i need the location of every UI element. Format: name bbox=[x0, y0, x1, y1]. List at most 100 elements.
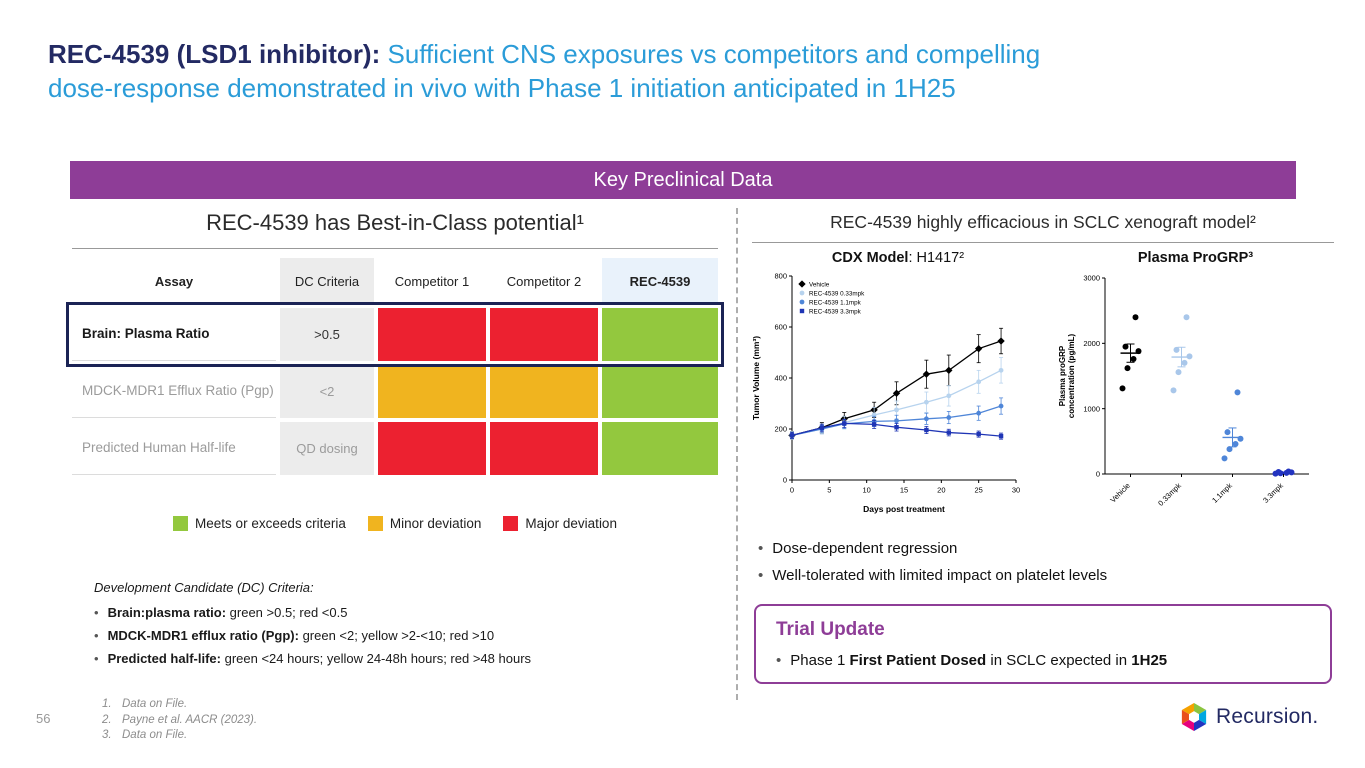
assay-label: Predicted Human Half-life bbox=[72, 422, 276, 475]
table-row: Brain: Plasma Ratio >0.5 bbox=[66, 302, 724, 367]
status-cell-red bbox=[490, 422, 598, 475]
footnote: 1. Data on File. bbox=[102, 698, 188, 710]
slide-title: REC-4539 (LSD1 inhibitor): Sufficient CN… bbox=[48, 38, 1343, 106]
left-panel-heading: REC-4539 has Best-in-Class potential¹ bbox=[72, 210, 718, 249]
dc-criteria: Development Candidate (DC) Criteria: • Br… bbox=[94, 580, 531, 674]
status-cell-green bbox=[602, 308, 718, 361]
assay-label: Brain: Plasma Ratio bbox=[72, 308, 276, 361]
svg-text:800: 800 bbox=[774, 272, 787, 281]
assay-table: Assay DC Criteria Competitor 1 Competito… bbox=[66, 258, 724, 475]
legend-label: Major deviation bbox=[525, 516, 617, 531]
svg-text:REC-4539 3.3mpk: REC-4539 3.3mpk bbox=[809, 308, 862, 315]
svg-text:600: 600 bbox=[774, 323, 787, 332]
svg-text:15: 15 bbox=[900, 486, 908, 495]
trial-update-bullet: • Phase 1 First Patient Dosed in SCLC exp… bbox=[776, 652, 1310, 669]
cdx-chart-title: CDX Model: H1417² bbox=[831, 250, 965, 266]
svg-text:Tumor Volume (mm³): Tumor Volume (mm³) bbox=[751, 336, 761, 420]
dc-criteria-value: QD dosing bbox=[280, 422, 374, 475]
legend-swatch-yellow bbox=[367, 516, 383, 531]
trial-update-text: Phase 1 First Patient Dosed in SCLC expe… bbox=[790, 652, 1168, 669]
svg-text:0: 0 bbox=[1096, 470, 1100, 479]
efficacy-bullets: • Dose-dependent regression • Well-tolerate… bbox=[758, 540, 1107, 594]
table-header-row: Assay DC Criteria Competitor 1 Competito… bbox=[72, 258, 718, 304]
bullet-dot: • bbox=[776, 652, 782, 669]
trial-update-box: Trial Update • Phase 1 First Patient Dose… bbox=[754, 604, 1332, 684]
dc-criteria-heading: Development Candidate (DC) Criteria: bbox=[94, 580, 314, 595]
svg-text:0: 0 bbox=[790, 486, 794, 495]
footnote: 2. Payne et al. AACR (2023). bbox=[102, 713, 258, 726]
cdx-line-chart: 0 200 400 600 800 0 5 10 15 20 25 30 Days post treat… bbox=[751, 272, 1020, 514]
efficacy-bullet: • Well-tolerated with limited impact on p… bbox=[758, 567, 1108, 584]
footnotes: 1. Data on File. 2. Payne et al. AACR (2023… bbox=[102, 697, 257, 744]
status-cell-red bbox=[378, 308, 486, 361]
dc-criteria-list: • Brain:plasma ratio: green >0.5; red <0.… bbox=[94, 605, 531, 666]
header-rec-4539: REC-4539 bbox=[602, 258, 718, 304]
legend-label: Minor deviation bbox=[389, 516, 482, 531]
status-cell-red bbox=[378, 422, 486, 475]
page-number: 56 bbox=[36, 711, 51, 726]
assay-label: MDCK-MDR1 Efflux Ratio (Pgp) bbox=[72, 365, 276, 418]
svg-text:Vehicle: Vehicle bbox=[1108, 481, 1131, 504]
status-cell-yellow bbox=[490, 365, 598, 418]
svg-text:400: 400 bbox=[774, 374, 787, 383]
cdx-chart-block: CDX Model: H1417² 0 200 400 600 800 0 5 10 15 20 2… bbox=[748, 250, 1048, 523]
trial-update-heading: Trial Update bbox=[776, 619, 885, 640]
recursion-wordmark: Recursion. bbox=[1216, 705, 1319, 728]
svg-text:3.3mpk: 3.3mpk bbox=[1261, 481, 1285, 505]
legend-item: Meets or exceeds criteria bbox=[173, 516, 346, 531]
recursion-logo: Recursion. bbox=[1180, 703, 1318, 731]
progrp-chart-block: Plasma ProGRP³ 0 1000 2000 3000 Vehicle 0.33m… bbox=[1053, 250, 1338, 523]
legend-label: Meets or exceeds criteria bbox=[195, 516, 346, 531]
dc-criteria-item: • Predicted half-life: green <24 hours; y… bbox=[94, 651, 532, 666]
dc-criteria-item: • MDCK-MDR1 efflux ratio (Pgp): green <2;… bbox=[94, 628, 495, 643]
assay-table-body: Brain: Plasma Ratio >0.5 MDCK-MDR1 Efflux … bbox=[66, 302, 724, 475]
status-cell-green bbox=[602, 365, 718, 418]
right-panel-heading: REC-4539 highly efficacious in SCLC xeno… bbox=[752, 212, 1334, 243]
svg-text:0: 0 bbox=[783, 476, 787, 485]
svg-text:30: 30 bbox=[1012, 486, 1020, 495]
title-line1: Sufficient CNS exposures vs competitors … bbox=[387, 39, 1041, 69]
footnote: 3. Data on File. bbox=[102, 729, 188, 742]
legend-swatch-red bbox=[503, 516, 519, 531]
header-competitor-1: Competitor 1 bbox=[394, 273, 470, 289]
efficacy-bullet: • Dose-dependent regression bbox=[758, 540, 958, 557]
svg-text:0.33mpk: 0.33mpk bbox=[1156, 481, 1183, 508]
status-cell-green bbox=[602, 422, 718, 475]
header-dc-criteria: DC Criteria bbox=[280, 258, 374, 304]
vertical-dashed-divider bbox=[736, 208, 738, 700]
legend-item: Minor deviation bbox=[367, 516, 482, 531]
svg-text:REC-4539 1.1mpk: REC-4539 1.1mpk bbox=[809, 299, 862, 306]
table-row: Predicted Human Half-life QD dosing bbox=[72, 422, 718, 475]
svg-text:REC-4539 0.33mpk: REC-4539 0.33mpk bbox=[809, 290, 865, 297]
svg-text:3000: 3000 bbox=[1083, 274, 1100, 283]
recursion-hexagon-icon bbox=[1181, 703, 1207, 731]
title-compound: REC-4539 (LSD1 inhibitor) bbox=[48, 39, 372, 69]
title-separator: : bbox=[371, 39, 388, 69]
svg-text:10: 10 bbox=[862, 486, 870, 495]
dc-criteria-item: • Brain:plasma ratio: green >0.5; red <0.… bbox=[94, 605, 348, 620]
svg-text:Days post treatment: Days post treatment bbox=[863, 504, 945, 514]
svg-text:1.1mpk: 1.1mpk bbox=[1210, 481, 1234, 505]
title-line2: dose-response demonstrated in vivo with … bbox=[48, 72, 956, 103]
dc-criteria-value: >0.5 bbox=[280, 308, 374, 361]
section-banner: Key Preclinical Data bbox=[70, 161, 1296, 199]
progrp-scatter-chart: 0 1000 2000 3000 Vehicle 0.33mpk 1.1mpk 3.3mpk P… bbox=[1058, 274, 1309, 508]
table-legend: Meets or exceeds criteria Minor deviation… bbox=[72, 516, 718, 531]
svg-text:200: 200 bbox=[774, 425, 787, 434]
legend-swatch-green bbox=[173, 516, 189, 531]
section-banner-label: Key Preclinical Data bbox=[593, 168, 773, 191]
dc-criteria-value: <2 bbox=[280, 365, 374, 418]
legend-item: Major deviation bbox=[503, 516, 617, 531]
status-cell-red bbox=[490, 308, 598, 361]
svg-text:5: 5 bbox=[827, 486, 831, 495]
svg-text:20: 20 bbox=[937, 486, 945, 495]
svg-text:Vehicle: Vehicle bbox=[809, 281, 830, 288]
svg-text:1000: 1000 bbox=[1083, 404, 1100, 413]
header-competitor-2: Competitor 2 bbox=[506, 273, 582, 289]
svg-text:2000: 2000 bbox=[1083, 339, 1100, 348]
progrp-chart-title: Plasma ProGRP³ bbox=[1137, 250, 1254, 266]
svg-text:Plasma proGRPconcentration (pg: Plasma proGRPconcentration (pg/mL) bbox=[1058, 333, 1076, 418]
table-row: MDCK-MDR1 Efflux Ratio (Pgp) <2 bbox=[72, 365, 718, 418]
svg-text:25: 25 bbox=[974, 486, 982, 495]
